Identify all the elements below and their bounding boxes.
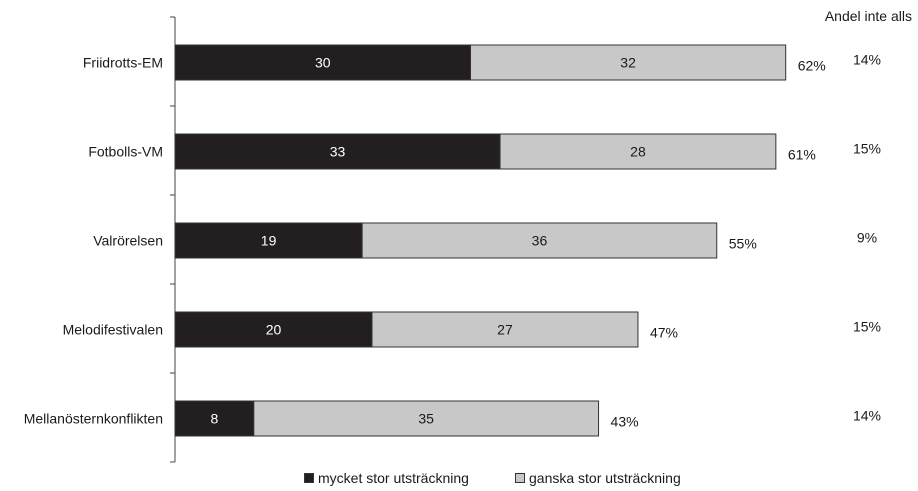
segment-value-label: 28 [630,144,646,160]
bar-segment [499,133,777,170]
bar-segment [371,311,639,348]
extra-column-value: 15% [853,319,881,335]
bar-segment [174,44,471,81]
legend-item: mycket stor utsträckning [304,470,469,486]
legend-swatch-ganska [515,473,525,483]
category-label: Mellanösternkonflikten [24,411,163,427]
category-label: Valrörelsen [93,233,163,249]
bar-segment [174,400,255,437]
segment-value-label: 36 [532,233,548,249]
segment-value-label: 32 [620,55,636,71]
segment-value-label: 19 [261,233,277,249]
bar-segment [470,44,787,81]
legend: mycket stor utsträckning ganska stor uts… [0,470,918,488]
legend-item: ganska stor utsträckning [515,470,681,486]
legend-label: ganska stor utsträckning [529,470,681,486]
segment-value-label: 35 [418,411,434,427]
segment-labels: 30 32 33 28 19 36 20 27 8 35 [211,55,646,427]
bar-segment [174,133,501,170]
extra-column-values: 14% 15% 9% 15% 14% [853,52,881,424]
bar-segment [253,400,600,437]
total-label: 61% [788,147,816,163]
segment-value-label: 20 [266,322,282,338]
bar-segment [361,222,718,259]
segment-value-label: 8 [211,411,219,427]
total-label: 55% [729,236,757,252]
segment-value-label: 33 [330,144,346,160]
segment-value-label: 30 [315,55,331,71]
total-label: 43% [611,414,639,430]
category-labels: Friidrotts-EM Fotbolls-VM Valrörelsen Melod… [24,55,163,427]
bars [174,44,787,437]
category-label: Fotbolls-VM [88,144,163,160]
total-label: 62% [798,58,826,74]
extra-column-header: Andel inte alls [824,8,912,24]
y-axis-ticks [170,16,175,463]
category-label: Melodifestivalen [63,322,163,338]
category-label: Friidrotts-EM [83,55,163,71]
segment-value-label: 27 [497,322,513,338]
bar-segment [174,222,363,259]
total-labels: 62% 61% 55% 47% 43% [611,58,826,430]
extra-column-value: 9% [857,230,877,246]
legend-label: mycket stor utsträckning [318,470,469,486]
extra-column-value: 15% [853,141,881,157]
total-label: 47% [650,325,678,341]
legend-swatch-mycket [304,473,314,483]
extra-column-value: 14% [853,52,881,68]
extra-column-value: 14% [853,408,881,424]
